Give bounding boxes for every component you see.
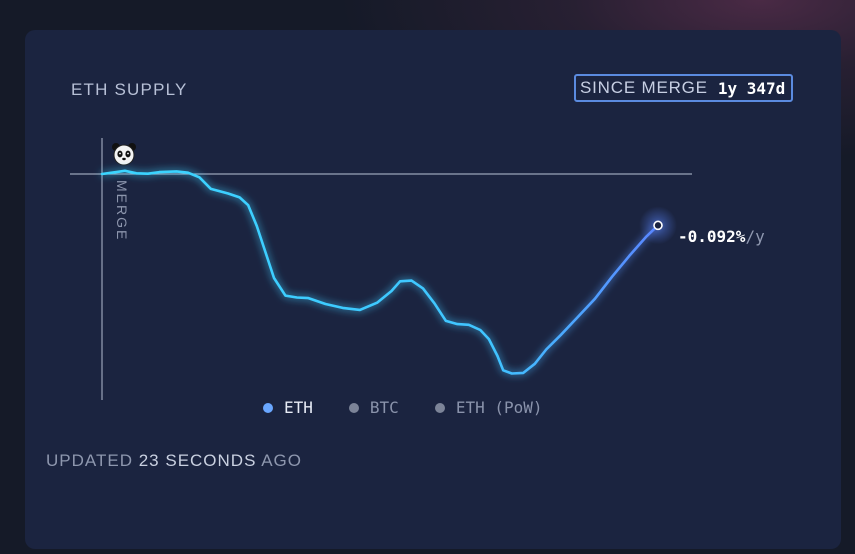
- legend-item-eth-pow[interactable]: ETH (PoW): [434, 398, 543, 417]
- legend-dot-icon: [348, 402, 359, 413]
- legend-item-btc[interactable]: BTC: [348, 398, 399, 417]
- legend-label: ETH: [284, 398, 313, 417]
- updated-status: UPDATED 23 SECONDS AGO: [46, 451, 302, 471]
- eth-supply-line: [100, 169, 660, 375]
- current-point-marker: [639, 206, 677, 245]
- legend-dot-icon: [263, 402, 273, 413]
- since-value: 1y 347d: [717, 78, 786, 98]
- legend-label: ETH (PoW): [455, 398, 543, 417]
- supply-rate-value: -0.092%: [678, 227, 746, 246]
- legend-label: BTC: [369, 398, 399, 417]
- updated-prefix: UPDATED: [46, 451, 133, 470]
- since-label: SINCE MERGE: [580, 78, 708, 97]
- legend-item-eth[interactable]: ETH: [263, 398, 313, 417]
- legend-dot-icon: [434, 402, 445, 413]
- chart-legend: ETH BTC ETH (PoW): [263, 398, 543, 417]
- since-merge-selector[interactable]: SINCE MERGE 1y 347d: [574, 74, 794, 102]
- supply-rate-label: -0.092%/y: [678, 227, 765, 246]
- supply-rate-unit: /y: [745, 227, 765, 246]
- updated-suffix: AGO: [261, 451, 303, 470]
- merge-label: MERGE: [114, 180, 130, 241]
- supply-card: ETH SUPPLY SINCE MERGE 1y 347d: [25, 30, 841, 549]
- card-title: ETH SUPPLY: [71, 80, 188, 99]
- panda-icon: [112, 143, 136, 166]
- updated-amount: 23 SECONDS: [138, 451, 257, 470]
